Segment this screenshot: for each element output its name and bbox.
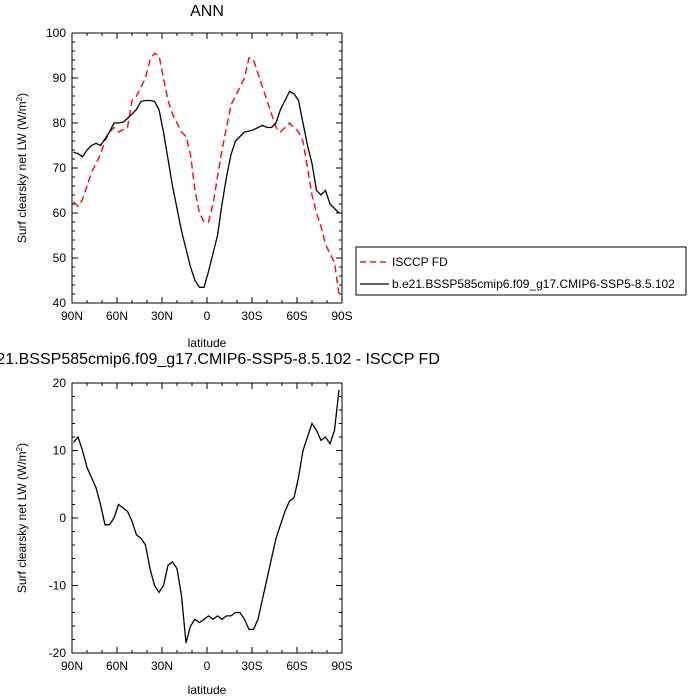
top-chart: ANN 90N 60N 30N 0 30S 60S 90S 40 50 60 70 80 90 100 l… xyxy=(15,3,687,350)
legend-label-isccp: ISCCP FD xyxy=(392,255,448,269)
y-axis-label: Surf clearsky net LW (W/m2) xyxy=(15,443,30,593)
y-tick-label: 80 xyxy=(53,116,67,130)
x-tick-label: 90N xyxy=(61,659,83,673)
y-tick-label: 20 xyxy=(53,376,67,390)
y-tick-label: -10 xyxy=(49,579,67,593)
bottom-chart: b.e21.BSSP585cmip6.f09_g17.CMIP6-SSP5-8.… xyxy=(0,351,440,697)
x-tick-label: 0 xyxy=(204,309,211,323)
y-tick-label: 50 xyxy=(53,251,67,265)
tick-labels: 90N 60N 30N 0 30S 60S 90S -20 -10 0 10 20 xyxy=(49,376,353,673)
plot-border xyxy=(71,382,343,654)
x-tick-label: 60N xyxy=(106,659,128,673)
y-tick-label: -20 xyxy=(49,646,67,660)
y-tick-label: 0 xyxy=(59,511,66,525)
legend-box xyxy=(355,246,687,296)
series-line-model xyxy=(73,389,340,644)
y-tick-label: 10 xyxy=(53,444,67,458)
y-tick-label: 90 xyxy=(53,71,67,85)
x-tick-label: 90S xyxy=(331,659,352,673)
plot-frame xyxy=(71,382,343,654)
y-axis-label: Surf clearsky net LW (W/m2) xyxy=(15,93,30,243)
legend: ISCCP FD b.e21.BSSP585cmip6.f09_g17.CMIP… xyxy=(355,246,687,296)
x-tick-label: 0 xyxy=(204,659,211,673)
y-tick-label: 40 xyxy=(53,296,67,310)
series-lines xyxy=(72,52,340,295)
x-tick-label: 60S xyxy=(286,309,307,323)
series-lines xyxy=(73,389,340,644)
x-tick-label: 30N xyxy=(151,309,173,323)
x-tick-label: 30S xyxy=(241,659,262,673)
x-tick-label: 30S xyxy=(241,309,262,323)
axis-ticks xyxy=(71,32,343,304)
y-tick-label: 70 xyxy=(53,161,67,175)
x-tick-label: 60N xyxy=(106,309,128,323)
plot-frame xyxy=(71,32,343,304)
y-tick-label: 60 xyxy=(53,206,67,220)
x-tick-label: 30N xyxy=(151,659,173,673)
plot-border xyxy=(71,32,343,304)
chart-title: b.e21.BSSP585cmip6.f09_g17.CMIP6-SSP5-8.… xyxy=(0,351,440,368)
x-tick-label: 90S xyxy=(331,309,352,323)
chart-title: ANN xyxy=(190,3,224,20)
x-axis-label: latitude xyxy=(188,336,227,350)
series-line-model xyxy=(73,90,340,288)
legend-label-model: b.e21.BSSP585cmip6.f09_g17.CMIP6-SSP5-8.… xyxy=(392,277,675,291)
tick-labels: 90N 60N 30N 0 30S 60S 90S 40 50 60 70 80 90 100 xyxy=(46,26,353,323)
axis-ticks xyxy=(71,382,343,654)
series-line-isccp xyxy=(72,52,340,295)
x-tick-label: 90N xyxy=(61,309,83,323)
y-tick-label: 100 xyxy=(46,26,66,40)
x-tick-label: 60S xyxy=(286,659,307,673)
x-axis-label: latitude xyxy=(188,683,227,697)
